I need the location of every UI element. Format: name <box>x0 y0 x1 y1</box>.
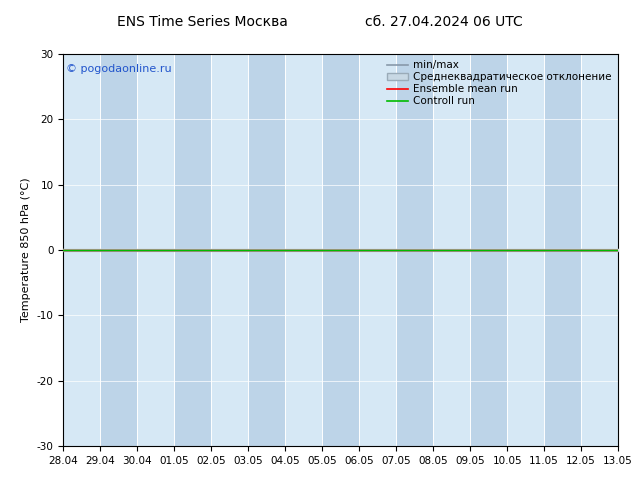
Y-axis label: Temperature 850 hPa (°C): Temperature 850 hPa (°C) <box>22 177 31 322</box>
Bar <box>470 54 507 446</box>
Text: сб. 27.04.2024 06 UTC: сб. 27.04.2024 06 UTC <box>365 15 522 29</box>
Text: © pogodaonline.ru: © pogodaonline.ru <box>66 64 172 74</box>
Text: ENS Time Series Москва: ENS Time Series Москва <box>117 15 288 29</box>
Bar <box>174 54 211 446</box>
Bar <box>544 54 581 446</box>
Legend: min/max, Среднеквадратическое отклонение, Ensemble mean run, Controll run: min/max, Среднеквадратическое отклонение… <box>384 57 615 110</box>
Bar <box>100 54 138 446</box>
Bar <box>249 54 285 446</box>
Bar <box>396 54 433 446</box>
Bar <box>322 54 359 446</box>
